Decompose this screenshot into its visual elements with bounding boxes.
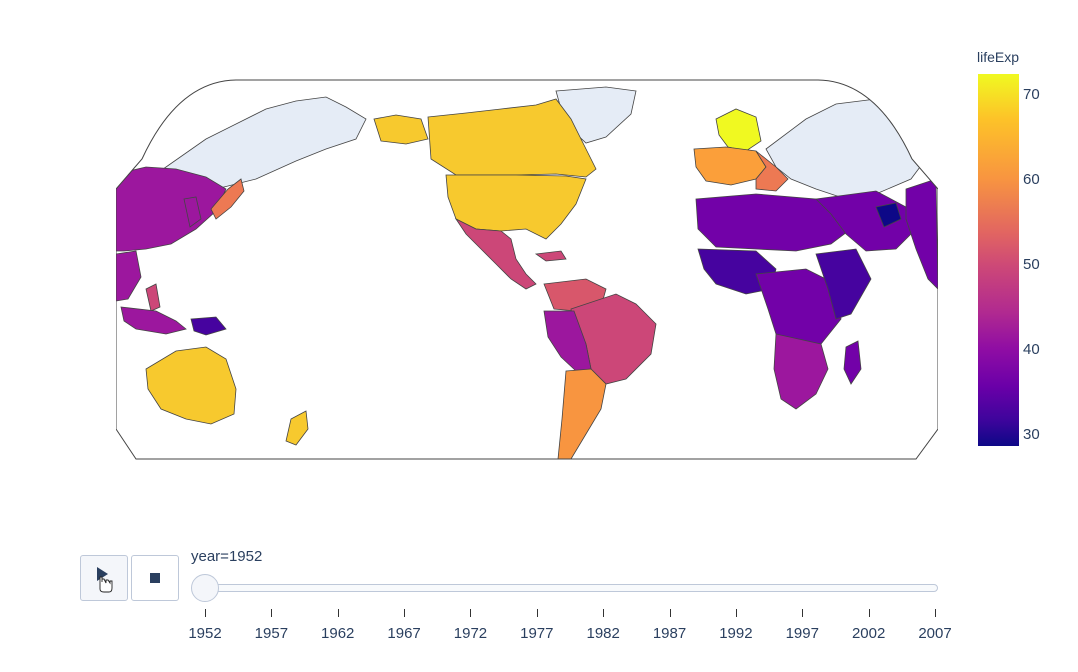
slider-tick-label-1977[interactable]: 1977 (520, 625, 554, 642)
region-scandinavia[interactable] (715, 108, 762, 152)
slider-tick-mark (470, 609, 472, 617)
region-west-africa[interactable] (697, 248, 777, 295)
slider-tick-label-1972[interactable]: 1972 (453, 625, 488, 642)
slider-tick-mark (337, 609, 339, 617)
region-indonesia[interactable] (120, 306, 187, 335)
slider-tick-label-1952[interactable]: 1952 (188, 625, 222, 642)
region-russia-west[interactable] (765, 98, 927, 200)
region-new-zealand[interactable] (285, 410, 309, 446)
map-svg[interactable] (116, 79, 938, 461)
choropleth-map[interactable] (116, 79, 938, 461)
slider-tick-label-1957[interactable]: 1957 (254, 625, 289, 642)
slider-tick-mark (404, 609, 406, 617)
slider-tick-mark (868, 609, 870, 617)
slider-tick-mark (271, 609, 273, 617)
slider-tick-mark (802, 609, 804, 617)
slider-tick-label-1987[interactable]: 1987 (652, 625, 687, 642)
slider-tick-label-1962[interactable]: 1962 (321, 625, 355, 642)
region-australia[interactable] (145, 346, 237, 425)
colorbar-tick: 50 (1023, 256, 1040, 273)
slider-tick-mark (935, 609, 936, 617)
region-philippines[interactable] (145, 283, 161, 312)
slider-current-label: year=1952 (191, 548, 263, 565)
slider-tick-mark (536, 609, 538, 617)
stop-icon (150, 573, 160, 583)
region-madagascar[interactable] (843, 340, 862, 385)
slider-tick-label-1992[interactable]: 1992 (719, 625, 753, 642)
colorbar-tick: 60 (1023, 171, 1040, 188)
map-frame (116, 79, 938, 460)
slider-tick-label-1967[interactable]: 1967 (387, 625, 421, 642)
year-slider-handle[interactable] (191, 574, 219, 602)
region-southern-africa[interactable] (773, 333, 829, 410)
slider-tick-mark (669, 609, 671, 617)
slider-tick-label-2002[interactable]: 2002 (851, 625, 886, 642)
slider-tick-mark (603, 609, 605, 617)
play-button[interactable] (80, 555, 128, 601)
region-caribbean[interactable] (534, 250, 567, 262)
colorbar-tick: 30 (1023, 426, 1040, 443)
region-japan[interactable] (210, 178, 245, 220)
colorbar-tick: 70 (1023, 86, 1040, 103)
colorbar (978, 74, 1019, 446)
region-southeast-asia[interactable] (116, 250, 142, 302)
year-slider-rail[interactable] (204, 584, 938, 592)
region-north-africa[interactable] (695, 193, 852, 252)
region-eastern-europe[interactable] (755, 150, 789, 192)
region-papua[interactable] (190, 316, 227, 336)
region-western-europe[interactable] (693, 146, 767, 186)
region-mexico[interactable] (454, 217, 537, 290)
region-china[interactable] (116, 166, 227, 252)
slider-tick-mark (205, 609, 206, 617)
region-alaska[interactable] (373, 114, 429, 145)
region-east-africa[interactable] (815, 248, 872, 320)
slider-tick-label-2007[interactable]: 2007 (918, 625, 952, 642)
colorbar-title: lifeExp (977, 49, 1020, 65)
stop-button[interactable] (131, 555, 179, 601)
region-india[interactable] (905, 178, 938, 290)
region-korea[interactable] (183, 196, 202, 228)
slider-tick-label-1997[interactable]: 1997 (785, 625, 819, 642)
region-afghanistan[interactable] (875, 202, 902, 228)
region-argentina[interactable] (557, 368, 607, 459)
slider-tick-label-1982[interactable]: 1982 (586, 625, 620, 642)
slider-tick-mark (735, 609, 737, 617)
colorbar-tick: 40 (1023, 341, 1040, 358)
play-icon (97, 567, 113, 593)
